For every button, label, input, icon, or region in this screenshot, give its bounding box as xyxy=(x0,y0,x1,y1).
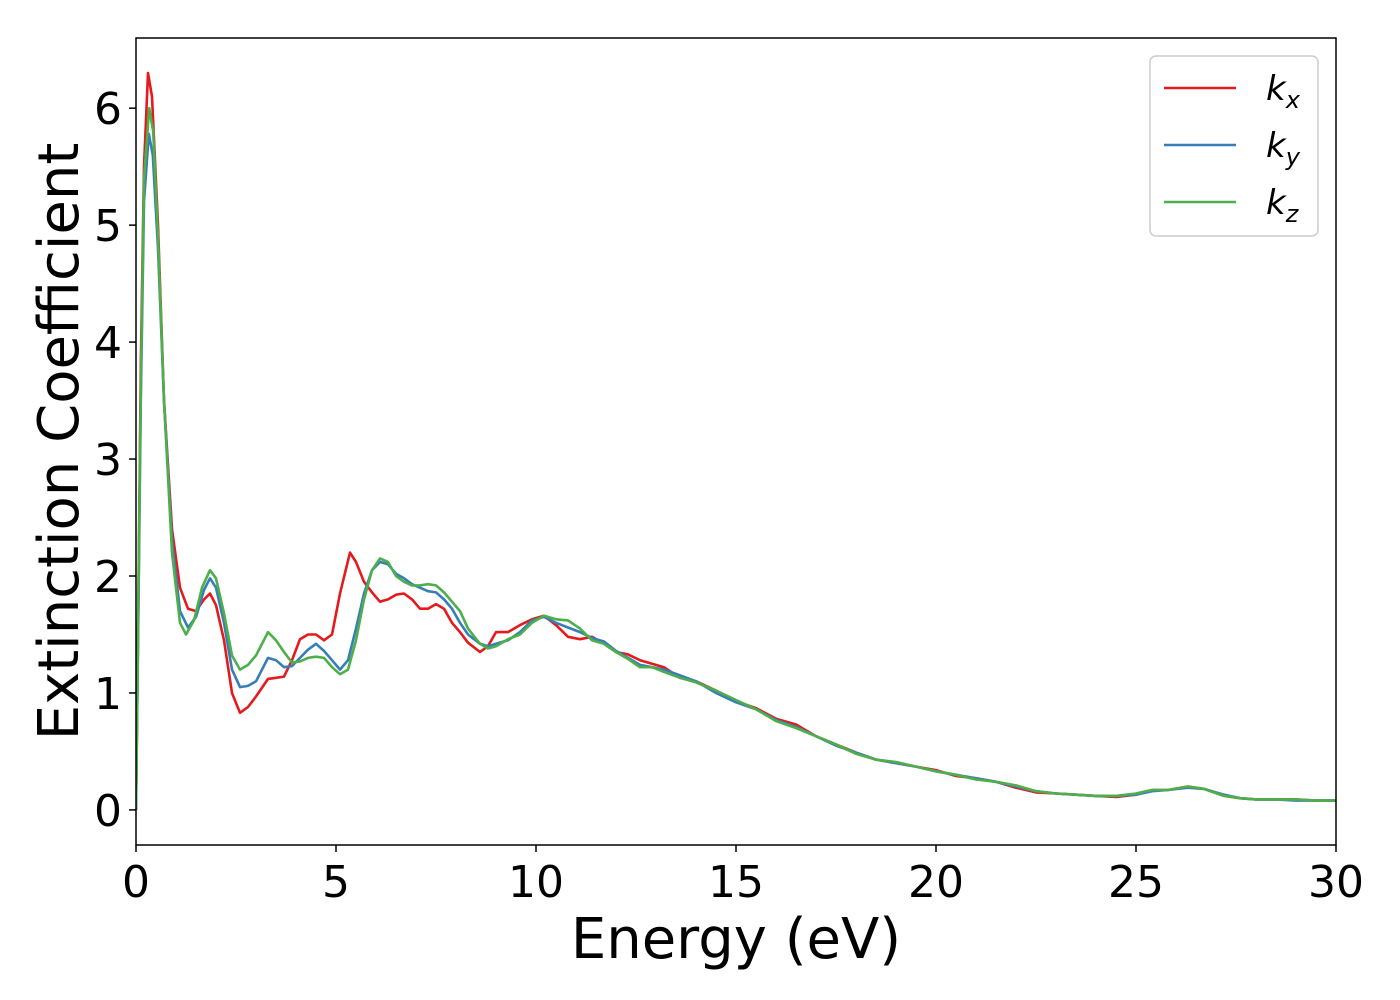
y-tick-label: 1 xyxy=(94,669,122,720)
y-tick-label: 4 xyxy=(94,318,122,369)
legend: kx ky kz xyxy=(1149,55,1319,237)
legend-label-x: kx xyxy=(1266,69,1301,114)
y-tick-label: 6 xyxy=(94,84,122,135)
legend-label-z: kz xyxy=(1266,183,1300,228)
x-tick-label: 25 xyxy=(1108,857,1164,908)
x-tick-label: 20 xyxy=(908,857,964,908)
x-tick-label: 30 xyxy=(1308,857,1364,908)
y-axis: 0 1 2 3 4 5 6 xyxy=(94,84,136,837)
x-axis: 0 5 10 15 20 25 30 xyxy=(122,845,1364,908)
series-line-z xyxy=(136,106,1336,810)
y-axis-label: Extinction Coefficient xyxy=(27,143,92,741)
x-tick-label: 5 xyxy=(322,857,350,908)
y-tick-label: 3 xyxy=(94,435,122,486)
x-axis-label: Energy (eV) xyxy=(571,907,901,972)
x-tick-label: 10 xyxy=(508,857,564,908)
y-tick-label: 2 xyxy=(94,552,122,603)
series-lines xyxy=(136,71,1336,810)
y-tick-label: 5 xyxy=(94,201,122,252)
x-tick-label: 0 xyxy=(122,857,150,908)
legend-label-y: ky xyxy=(1266,126,1301,171)
x-tick-label: 15 xyxy=(708,857,764,908)
y-tick-label: 0 xyxy=(94,786,122,837)
